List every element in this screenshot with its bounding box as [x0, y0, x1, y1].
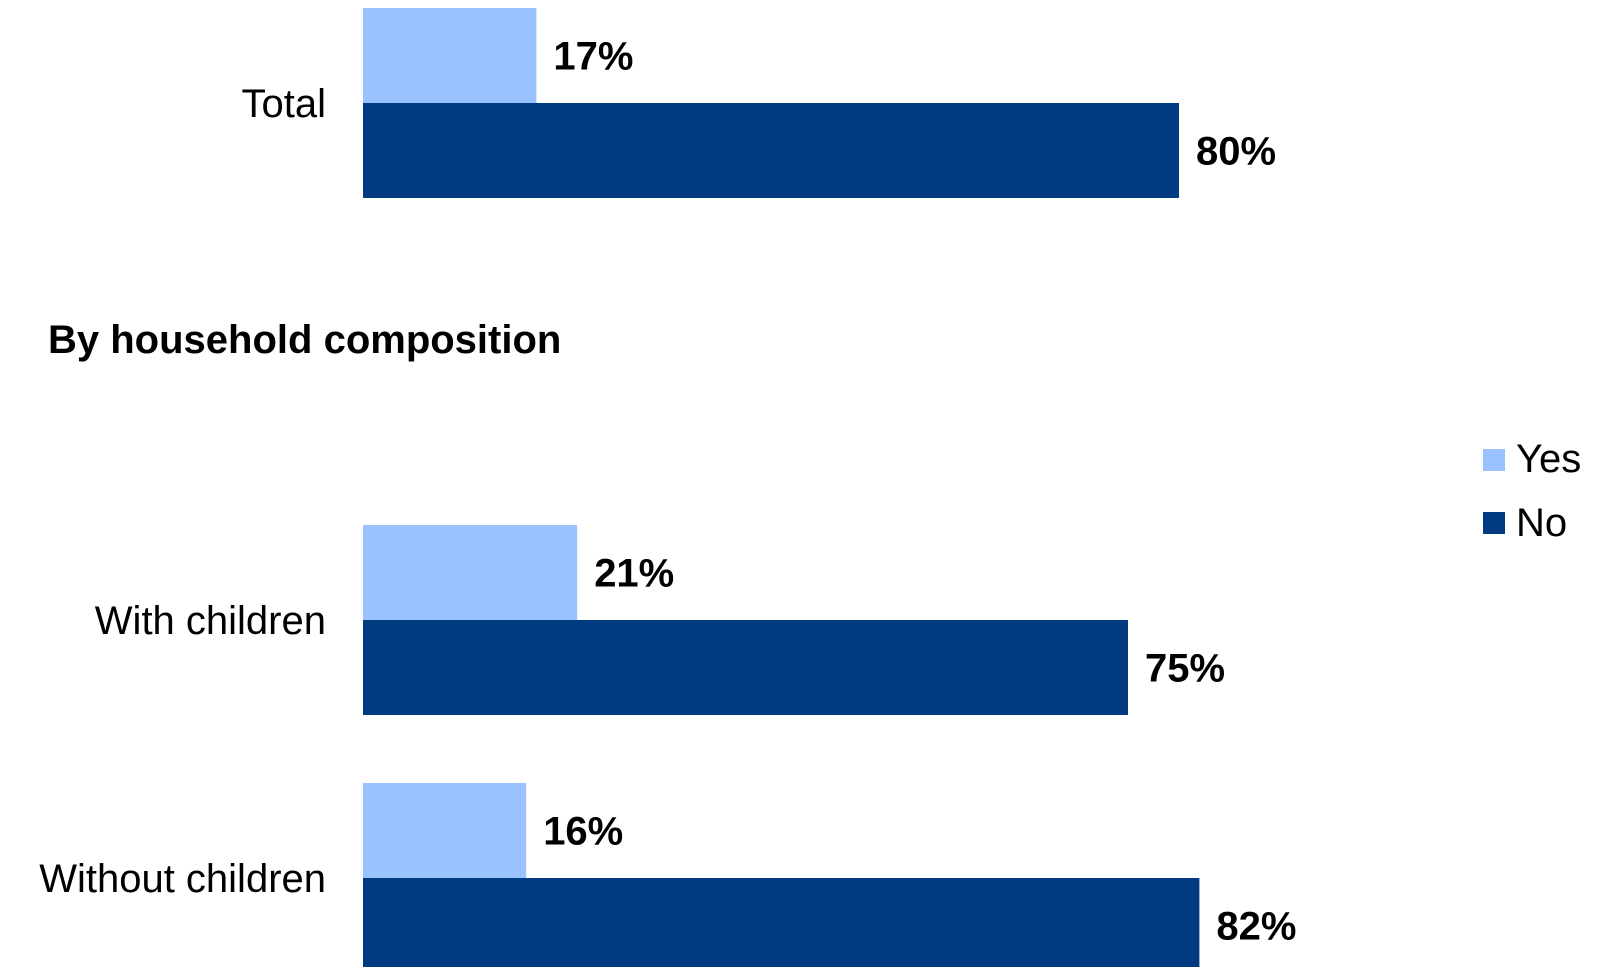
- section-heading: By household composition: [48, 318, 561, 362]
- bar-no-without-children: [363, 878, 1200, 967]
- data-label-no-without-children: 82%: [1216, 905, 1296, 949]
- bar-yes-with-children: [363, 525, 578, 620]
- data-label-yes-with-children: 21%: [594, 552, 674, 596]
- category-label-without-children: Without children: [39, 857, 326, 901]
- data-label-yes-without-children: 16%: [543, 810, 623, 854]
- bar-yes-without-children: [363, 783, 527, 878]
- category-label-total: Total: [242, 82, 327, 126]
- category-label-with-children: With children: [95, 599, 326, 643]
- legend-swatch-no: [1483, 512, 1505, 534]
- bar-no-total: [363, 103, 1179, 198]
- legend: Yes No: [1483, 437, 1581, 545]
- legend-label-yes: Yes: [1516, 437, 1581, 481]
- data-label-no-with-children: 75%: [1145, 647, 1225, 691]
- labels-layer: Total 17% 80% With children 21% 75% Without ch…: [39, 35, 1296, 949]
- data-label-yes-total: 17%: [553, 35, 633, 79]
- legend-swatch-yes: [1483, 449, 1505, 471]
- legend-label-no: No: [1516, 501, 1567, 545]
- bar-no-with-children: [363, 620, 1128, 715]
- bar-yes-total: [363, 8, 537, 103]
- data-label-no-total: 80%: [1196, 130, 1276, 174]
- bars-layer: [363, 8, 1200, 967]
